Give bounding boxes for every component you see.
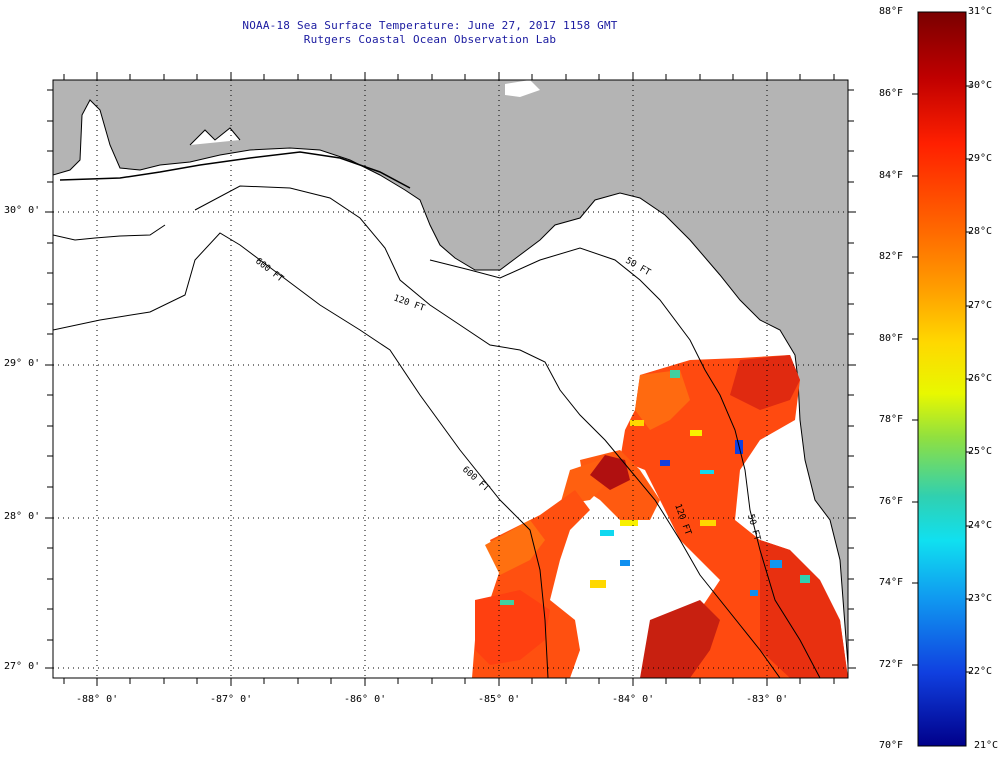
lat-label: 27° 0' xyxy=(4,661,41,672)
bay xyxy=(189,127,241,146)
colorbar-c-label: 28°C xyxy=(968,226,993,237)
colorbar-c-label: 25°C xyxy=(968,446,993,457)
colorbar-c-label: 22°C xyxy=(968,666,993,677)
lon-label: -86° 0' xyxy=(344,694,387,705)
contour-120ft xyxy=(194,185,781,678)
colorbar-c-label: 29°C xyxy=(968,153,993,164)
contour-50ft xyxy=(429,247,821,678)
lon-label: -88° 0' xyxy=(76,694,119,705)
lat-label: 29° 0' xyxy=(4,358,41,369)
frame-ticks xyxy=(45,72,856,686)
colorbar-c-label: 23°C xyxy=(968,593,993,604)
lat-label: 30° 0' xyxy=(4,205,41,216)
lon-label: -84° 0' xyxy=(612,694,655,705)
colorbar-f-label: 88°F xyxy=(879,6,904,17)
colorbar-f-label: 80°F xyxy=(879,333,904,344)
colorbar-f-label: 74°F xyxy=(879,577,904,588)
colorbar-f-label: 78°F xyxy=(879,414,904,425)
colorbar-f-label: 70°F xyxy=(879,740,904,751)
colorbar-ticks xyxy=(912,85,972,673)
colorbar-f-label: 72°F xyxy=(879,659,904,670)
colorbar-c-label: 30°C xyxy=(968,80,993,91)
colorbar-c-label: 27°C xyxy=(968,300,993,311)
contour-600ft xyxy=(53,232,549,678)
lon-label: -85° 0' xyxy=(478,694,521,705)
colorbar-c-label: 31°C xyxy=(968,6,993,17)
sst-data xyxy=(472,355,848,678)
colorbar-f-label: 82°F xyxy=(879,251,904,262)
colorbar-f-label: 76°F xyxy=(879,496,904,507)
colorbar xyxy=(917,11,967,747)
map-frame xyxy=(52,79,849,679)
lake xyxy=(505,80,540,97)
colorbar-c-label: 26°C xyxy=(968,373,993,384)
colorbar-c-label: 24°C xyxy=(968,520,993,531)
colorbar-c-label: 21°C xyxy=(974,740,999,751)
lon-label: -83° 0' xyxy=(746,694,789,705)
colorbar-f-label: 86°F xyxy=(879,88,904,99)
barrier-island xyxy=(59,151,411,189)
map-title: NOAA-18 Sea Surface Temperature: June 27… xyxy=(242,19,618,32)
coastline-west xyxy=(53,224,166,241)
map-subtitle: Rutgers Coastal Ocean Observation Lab xyxy=(303,33,557,46)
lon-label: -87° 0' xyxy=(210,694,253,705)
colorbar-f-label: 84°F xyxy=(879,170,904,181)
lat-label: 28° 0' xyxy=(4,511,41,522)
